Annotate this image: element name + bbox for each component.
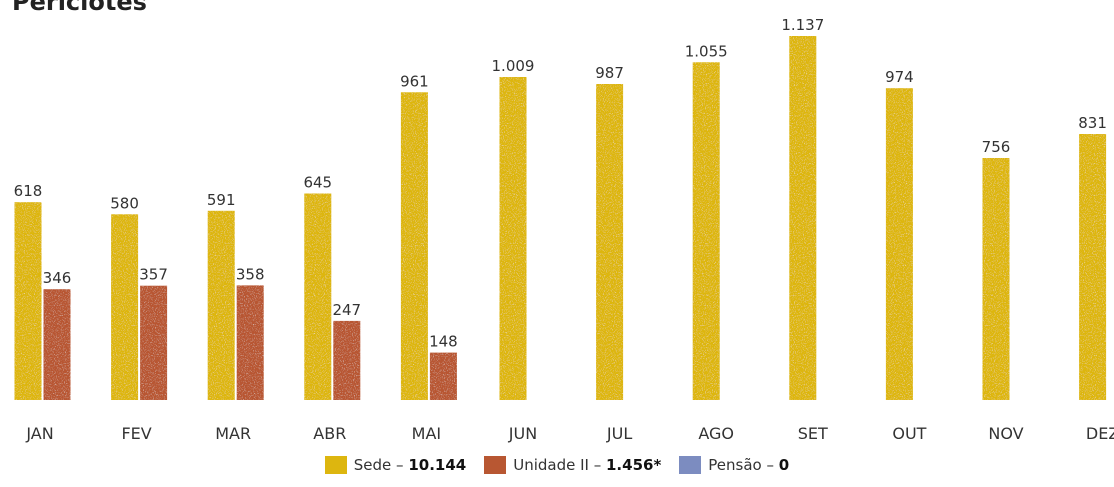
x-tick-label-mai: MAI — [412, 424, 441, 443]
bar-sede-jun — [499, 77, 527, 400]
bar-sede-fev — [111, 214, 139, 400]
bar-sede-mar — [207, 210, 235, 400]
x-tick-label-jul: JUL — [606, 424, 632, 443]
legend-item-1: Unidade II – 1.456* — [484, 456, 661, 474]
value-label-unidade-ii-jan: 346 — [43, 269, 72, 287]
bar-unidade-ii-jan — [43, 289, 71, 400]
x-tick-label-out: OUT — [892, 424, 926, 443]
value-label-sede-dez: 831 — [1078, 114, 1107, 132]
value-label-sede-mai: 961 — [400, 72, 429, 90]
bar-sede-jan — [14, 202, 42, 400]
bar-unidade-ii-fev — [140, 285, 168, 400]
legend-series-name: Pensão – — [708, 456, 779, 474]
bar-unidade-ii-mar — [236, 285, 264, 400]
value-label-sede-jun: 1.009 — [492, 57, 535, 75]
legend-item-0: Sede – 10.144 — [324, 456, 466, 474]
legend-item-2: Pensão – 0 — [679, 456, 789, 474]
legend-swatch — [679, 456, 702, 474]
value-label-unidade-ii-mar: 358 — [236, 265, 265, 283]
bar-sede-jul — [596, 84, 624, 400]
value-label-unidade-ii-abr: 247 — [332, 301, 361, 319]
legend-label: Pensão – 0 — [708, 456, 789, 474]
bar-sede-out — [885, 88, 913, 400]
bars-layer — [14, 36, 1107, 401]
value-label-sede-out: 974 — [885, 68, 914, 86]
value-label-unidade-ii-fev: 357 — [139, 266, 168, 284]
legend-label: Unidade II – 1.456* — [513, 456, 661, 474]
x-tick-label-jan: JAN — [25, 424, 53, 443]
bar-sede-mai — [400, 92, 428, 401]
value-label-sede-set: 1.137 — [781, 16, 824, 34]
value-label-unidade-ii-mai: 148 — [429, 333, 458, 351]
value-label-sede-jan: 618 — [14, 182, 43, 200]
bar-sede-nov — [982, 158, 1010, 400]
bar-chart: 618 346 580 357 591 358 645 247 961 148 1.009 987 1.… — [14, 16, 1114, 443]
x-tick-label-mar: MAR — [215, 424, 251, 443]
bar-unidade-ii-mai — [429, 352, 457, 400]
legend-series-name: Unidade II – — [513, 456, 606, 474]
legend-label: Sede – 10.144 — [354, 456, 466, 474]
legend-swatch — [484, 456, 507, 474]
legend-total: 1.456* — [606, 456, 662, 474]
bar-unidade-ii-abr — [333, 320, 361, 400]
value-label-sede-mar: 591 — [207, 191, 236, 209]
legend-series-name: Sede – — [353, 456, 409, 474]
bar-sede-dez — [1079, 134, 1107, 400]
bar-sede-abr — [304, 193, 332, 400]
value-label-sede-nov: 756 — [982, 138, 1011, 156]
x-tick-label-ago: AGO — [698, 424, 734, 443]
bar-sede-set — [789, 36, 817, 400]
value-label-sede-jul: 987 — [595, 64, 624, 82]
legend-total: 0 — [778, 456, 790, 474]
x-tick-label-abr: ABR — [313, 424, 346, 443]
value-label-sede-fev: 580 — [110, 194, 139, 212]
legend: Sede – 10.144 Unidade II – 1.456* Pensão –… — [0, 452, 1114, 478]
x-tick-label-jun: JUN — [508, 424, 537, 443]
value-labels-layer: 618 346 580 357 591 358 645 247 961 148 1.009 987 1.… — [14, 16, 1107, 351]
x-axis-tick-labels: JAN FEV MAR ABR MAI JUN JUL AGO SET OUT NOV DEZ — [25, 424, 1114, 443]
x-tick-label-dez: DEZ — [1086, 424, 1114, 443]
x-tick-label-set: SET — [798, 424, 828, 443]
x-tick-label-fev: FEV — [121, 424, 151, 443]
legend-swatch — [324, 456, 347, 474]
chart-title: Períciotes — [12, 0, 147, 16]
x-tick-label-nov: NOV — [988, 424, 1023, 443]
bar-sede-ago — [692, 62, 720, 401]
value-label-sede-abr: 645 — [303, 174, 332, 192]
legend-total: 10.144 — [408, 456, 467, 474]
value-label-sede-ago: 1.055 — [685, 42, 728, 60]
